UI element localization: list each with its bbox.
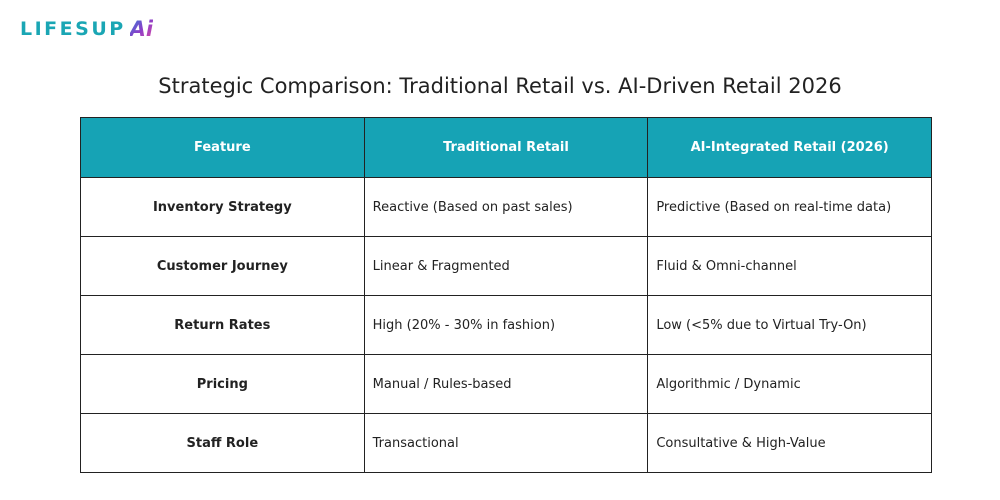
ai-cell: Algorithmic / Dynamic xyxy=(647,354,932,414)
brand-ai-suffix: Ai xyxy=(129,17,154,41)
feature-cell: Customer Journey xyxy=(80,236,365,296)
traditional-cell: Reactive (Based on past sales) xyxy=(363,177,649,237)
table-header-row: Feature Traditional Retail AI-Integrated… xyxy=(80,117,932,178)
feature-cell: Return Rates xyxy=(80,295,365,355)
ai-cell: Predictive (Based on real-time data) xyxy=(647,177,932,237)
traditional-cell: Manual / Rules-based xyxy=(363,354,649,414)
brand-logo[interactable]: LIFESUP Ai xyxy=(20,15,153,43)
ai-cell: Consultative & High-Value xyxy=(647,413,932,473)
feature-cell: Staff Role xyxy=(80,413,365,473)
page-title: Strategic Comparison: Traditional Retail… xyxy=(158,74,842,98)
table-row: Staff Role Transactional Consultative & … xyxy=(80,413,932,473)
feature-cell: Inventory Strategy xyxy=(80,177,365,237)
traditional-cell: Transactional xyxy=(363,413,649,473)
comparison-table: Feature Traditional Retail AI-Integrated… xyxy=(80,117,932,473)
column-header-feature: Feature xyxy=(80,117,365,178)
column-header-traditional: Traditional Retail xyxy=(363,117,649,178)
table-row: Customer Journey Linear & Fragmented Flu… xyxy=(80,236,932,296)
ai-cell: Fluid & Omni-channel xyxy=(647,236,932,296)
feature-cell: Pricing xyxy=(80,354,365,414)
table-row: Return Rates High (20% - 30% in fashion)… xyxy=(80,295,932,355)
column-header-ai: AI-Integrated Retail (2026) xyxy=(647,117,932,178)
table-row: Pricing Manual / Rules-based Algorithmic… xyxy=(80,354,932,414)
traditional-cell: Linear & Fragmented xyxy=(363,236,649,296)
traditional-cell: High (20% - 30% in fashion) xyxy=(363,295,649,355)
table-row: Inventory Strategy Reactive (Based on pa… xyxy=(80,177,932,237)
ai-cell: Low (<5% due to Virtual Try-On) xyxy=(647,295,932,355)
brand-name: LIFESUP xyxy=(20,18,126,40)
